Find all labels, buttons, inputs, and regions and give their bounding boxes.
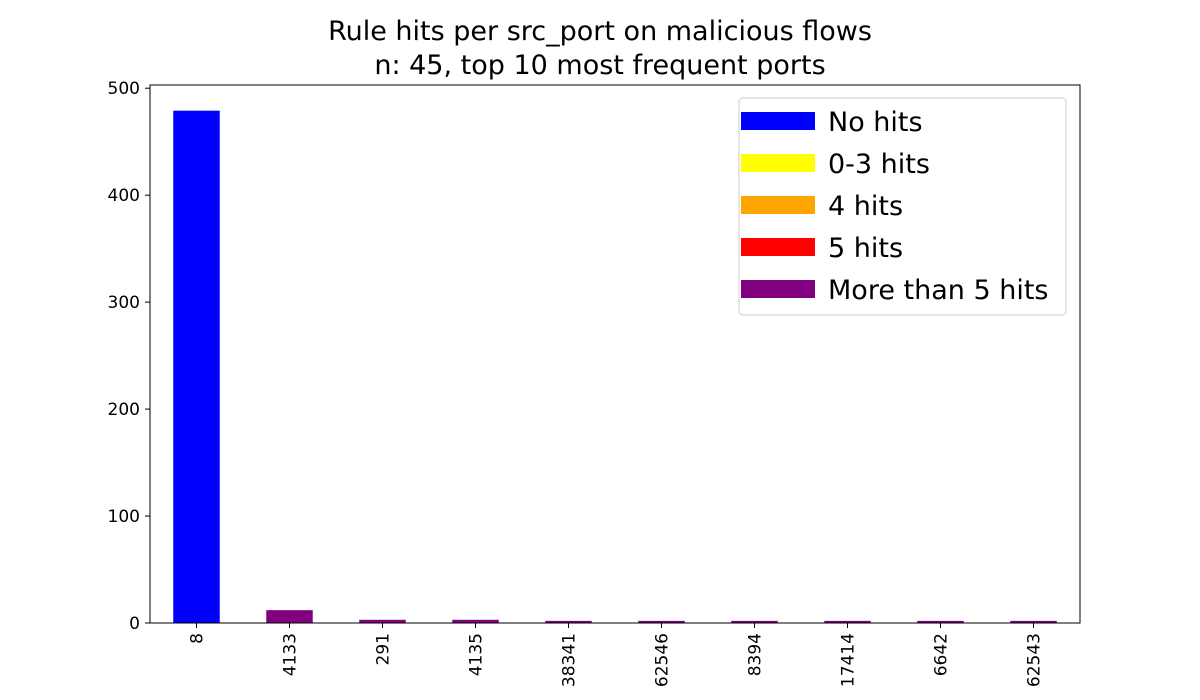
bar-4135 <box>452 619 499 623</box>
y-tick-label: 200 <box>108 400 140 420</box>
legend-swatch <box>741 238 815 256</box>
bar-8 <box>173 110 220 623</box>
legend-label: 0-3 hits <box>828 149 930 180</box>
x-tick-label: 8 <box>188 633 208 644</box>
x-axis: 8 4133 291 4135 38341 62546 8394 17414 6642 62543 <box>188 623 1045 687</box>
x-tick-label: 17414 <box>839 633 859 687</box>
x-tick-label: 62543 <box>1025 633 1045 687</box>
x-tick-label: 4135 <box>467 633 487 676</box>
bar-4133 <box>266 610 313 623</box>
legend: No hits 0-3 hits 4 hits 5 hits More than 5 h… <box>738 97 1067 316</box>
legend-swatch <box>741 196 815 214</box>
bar-38341 <box>545 620 592 623</box>
legend-swatch <box>741 112 815 130</box>
legend-swatch <box>741 280 815 298</box>
y-axis: 0 100 200 300 400 500 <box>108 79 150 634</box>
x-tick-label: 6642 <box>932 633 952 676</box>
legend-label: More than 5 hits <box>828 275 1048 306</box>
legend-box <box>738 97 1067 316</box>
x-tick-label: 8394 <box>746 633 766 676</box>
chart-subtitle: n: 45, top 10 most frequent ports <box>374 50 826 81</box>
axes-frame <box>149 84 1081 624</box>
x-tick-label: 291 <box>374 633 394 665</box>
y-tick-label: 100 <box>108 507 140 527</box>
bar-62546 <box>638 620 685 623</box>
x-tick-label: 38341 <box>560 633 580 687</box>
bars-group <box>173 110 1057 623</box>
legend-label: 4 hits <box>828 191 903 222</box>
bar-17414 <box>824 620 871 623</box>
bar-6642 <box>917 620 964 623</box>
legend-swatch <box>741 154 815 172</box>
chart-title: Rule hits per src_port on malicious flow… <box>328 16 872 47</box>
x-tick-label: 4133 <box>281 633 301 676</box>
y-tick-label: 300 <box>108 293 140 313</box>
legend-label: No hits <box>828 107 923 138</box>
y-tick-label: 500 <box>108 79 140 99</box>
x-tick-label: 62546 <box>653 633 673 687</box>
y-tick-label: 400 <box>108 186 140 206</box>
bar-291 <box>359 619 406 623</box>
y-tick-label: 0 <box>129 614 140 634</box>
bar-8394 <box>731 620 778 623</box>
bar-62543 <box>1010 620 1057 623</box>
legend-label: 5 hits <box>828 233 903 264</box>
